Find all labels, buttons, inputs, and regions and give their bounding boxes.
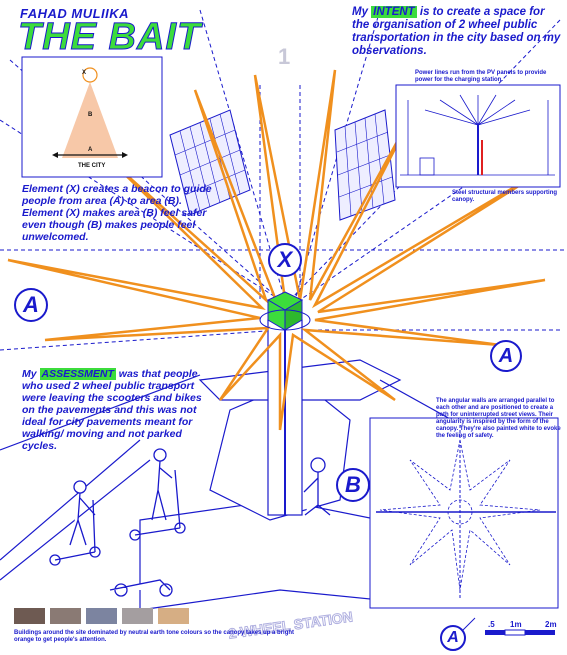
inset-x-label: X xyxy=(82,70,87,76)
section-number: 1 xyxy=(278,44,291,69)
label-a-circle-left: A xyxy=(14,288,48,322)
scale-label-half: .5 xyxy=(488,620,495,629)
element-description: Element (X) creates a beacon to guide pe… xyxy=(22,183,212,243)
swatch-caption: Buildings around the site dominated by n… xyxy=(14,630,295,643)
beacon-cone xyxy=(62,82,118,158)
intent-statement: My INTENT is to create a space for the o… xyxy=(352,6,562,58)
power-lines-note: Power lines run from the PV panels to pr… xyxy=(415,70,547,83)
color-swatch-1 xyxy=(14,608,45,624)
angular-walls-note: The angular walls are arranged parallel … xyxy=(436,398,561,439)
label-a-circle-right: A xyxy=(490,340,522,372)
inset-city-label: THE CITY xyxy=(78,163,106,169)
assessment-text: was that people who used 2 wheel public … xyxy=(22,368,202,452)
people-sketches xyxy=(49,448,331,597)
author-name: FAHAD MULIIKA xyxy=(20,6,130,21)
plan-frame xyxy=(369,417,559,609)
color-swatch-4 xyxy=(122,608,153,624)
inset-b-label: B xyxy=(88,112,93,118)
label-x-circle: X xyxy=(268,243,302,277)
elevation-drawing xyxy=(400,94,555,176)
intent-text: is to create a space for the organisatio… xyxy=(352,6,561,57)
inset-a-label: A xyxy=(88,147,93,153)
color-swatch-2 xyxy=(50,608,81,624)
north-arrow-circle: A xyxy=(440,625,466,651)
scale-label-1m: 1m xyxy=(510,620,522,629)
intent-highlight: INTENT xyxy=(371,6,417,18)
color-swatch-3 xyxy=(86,608,117,624)
canopy xyxy=(7,69,561,431)
central-column xyxy=(267,319,303,516)
label-b-circle: B xyxy=(336,468,370,502)
assessment-highlight: ASSESSMENT xyxy=(39,368,116,380)
green-beacon xyxy=(259,291,311,331)
assessment-statement: My ASSESSMENT was that people who used 2… xyxy=(22,368,212,452)
steel-members-note: Steel structural members supporting cano… xyxy=(452,190,558,203)
scale-bar xyxy=(485,629,555,636)
scale-label-2m: 2m xyxy=(545,620,557,629)
pv-panel-right xyxy=(334,109,396,221)
intent-prefix: My xyxy=(352,6,372,18)
inset-x-circle xyxy=(82,67,98,83)
page-title: THE BAIT xyxy=(17,16,202,59)
assessment-prefix: My xyxy=(22,368,40,380)
color-swatch-5 xyxy=(158,608,189,624)
